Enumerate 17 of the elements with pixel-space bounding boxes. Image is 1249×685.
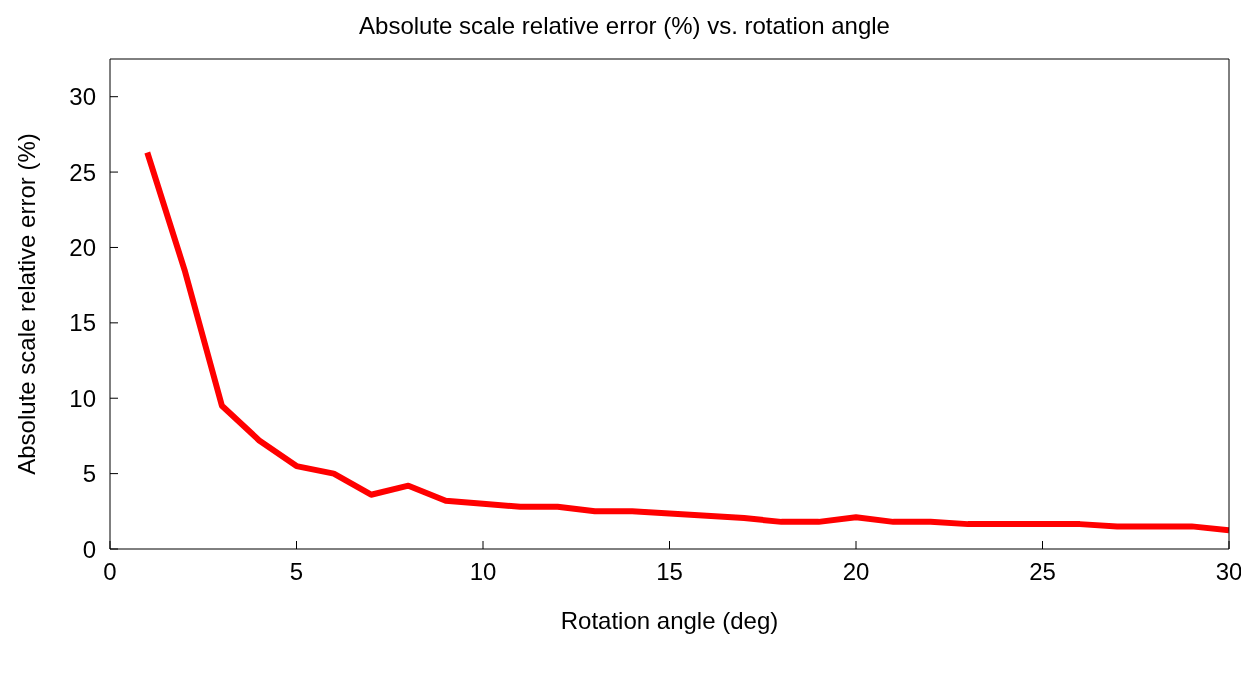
y-tick-label: 25 <box>69 158 96 186</box>
y-tick-label: 20 <box>69 233 96 261</box>
y-tick-label: 30 <box>69 83 96 111</box>
y-tick-label: 0 <box>82 535 96 563</box>
x-tick-label: 10 <box>469 558 497 586</box>
y-axis-title: Absolute scale relative error (%) <box>12 133 40 475</box>
y-tick-label: 10 <box>69 384 96 412</box>
x-tick-label: 5 <box>289 558 304 586</box>
chart-title: Absolute scale relative error (%) vs. rotation angle <box>358 12 891 40</box>
x-tick-label: 20 <box>842 558 870 586</box>
x-tick-label: 0 <box>103 558 117 586</box>
y-tick-label: 5 <box>82 460 96 488</box>
x-tick-label: 30 <box>1215 558 1243 586</box>
x-tick-label: 15 <box>656 558 683 586</box>
x-tick-label: 25 <box>1029 558 1056 586</box>
y-tick-label: 15 <box>69 309 96 337</box>
x-axis-title: Rotation angle (deg) <box>560 607 779 634</box>
